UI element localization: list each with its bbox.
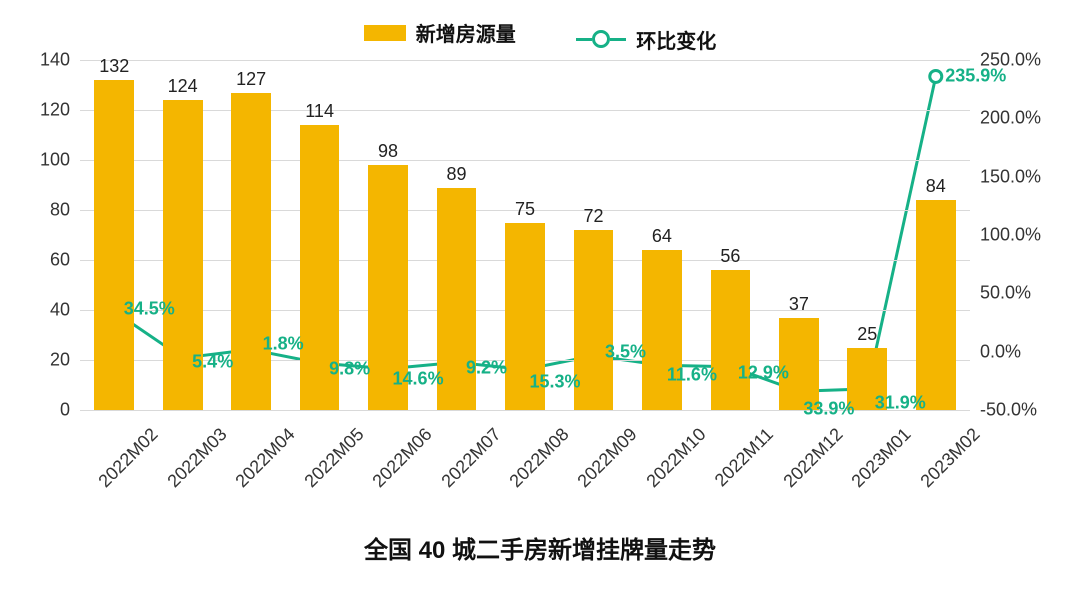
gridline	[80, 110, 970, 111]
x-tick-label: 2022M05	[300, 424, 368, 492]
line-value-label: 5.4%	[192, 351, 233, 372]
gridline	[80, 160, 970, 161]
bar	[916, 200, 956, 410]
legend-item-bar: 新增房源量	[364, 18, 516, 47]
x-tick-label: 2022M12	[779, 424, 847, 492]
y-right-tick-label: 200.0%	[980, 108, 1041, 129]
y-right-tick-label: 50.0%	[980, 283, 1031, 304]
line-value-label: 15.3%	[529, 371, 580, 392]
x-tick-label: 2022M10	[642, 424, 710, 492]
bar	[642, 250, 682, 410]
x-tick-label: 2022M03	[163, 424, 231, 492]
x-tick-label: 2022M04	[232, 424, 300, 492]
y-left-tick-label: 20	[50, 350, 70, 371]
bar-value-label: 124	[168, 76, 198, 97]
bar-value-label: 56	[720, 246, 740, 267]
line-value-label: 1.8%	[263, 333, 304, 354]
bar-value-label: 89	[447, 164, 467, 185]
line-value-label: 9.8%	[329, 359, 370, 380]
y-left-tick-label: 0	[60, 400, 70, 421]
y-left-tick-label: 140	[40, 50, 70, 71]
plot-area: 020406080100120140-50.0%0.0%50.0%100.0%1…	[80, 60, 970, 410]
bar-value-label: 64	[652, 226, 672, 247]
bar-value-label: 25	[857, 324, 877, 345]
chart-title: 全国 40 城二手房新增挂牌量走势	[0, 530, 1080, 565]
chart-container: 新增房源量 环比变化 020406080100120140-50.0%0.0%5…	[0, 0, 1080, 612]
gridline	[80, 60, 970, 61]
y-right-tick-label: 100.0%	[980, 225, 1041, 246]
y-left-tick-label: 80	[50, 200, 70, 221]
line-value-label: 3.5%	[605, 341, 646, 362]
y-right-tick-label: 150.0%	[980, 166, 1041, 187]
bar-value-label: 127	[236, 69, 266, 90]
line-value-label: 14.6%	[393, 368, 444, 389]
x-tick-label: 2022M08	[505, 424, 573, 492]
y-left-tick-label: 60	[50, 250, 70, 271]
x-tick-label: 2022M06	[369, 424, 437, 492]
bar	[231, 93, 271, 411]
bar-value-label: 98	[378, 141, 398, 162]
x-tick-label: 2022M02	[95, 424, 163, 492]
bar-value-label: 84	[926, 176, 946, 197]
legend-label-line: 环比变化	[636, 25, 716, 54]
line-value-label: 9.2%	[466, 358, 507, 379]
bar-value-label: 75	[515, 199, 535, 220]
bar-value-label: 37	[789, 294, 809, 315]
legend-swatch-line	[576, 30, 626, 48]
x-tick-label: 2023M02	[916, 424, 984, 492]
x-tick-label: 2022M09	[574, 424, 642, 492]
bar	[94, 80, 134, 410]
y-left-tick-label: 100	[40, 150, 70, 171]
y-right-tick-label: -50.0%	[980, 400, 1037, 421]
legend-swatch-bar	[364, 25, 406, 41]
line-value-label: 12.9%	[738, 362, 789, 383]
x-tick-label: 2022M11	[711, 424, 778, 491]
line-marker	[930, 70, 942, 82]
x-tick-label: 2022M07	[437, 424, 505, 492]
line-value-label: 33.9%	[803, 399, 854, 420]
y-right-tick-label: 0.0%	[980, 341, 1021, 362]
legend-item-line: 环比变化	[576, 25, 716, 54]
y-left-tick-label: 120	[40, 100, 70, 121]
bar-value-label: 132	[99, 56, 129, 77]
legend-label-bar: 新增房源量	[416, 18, 516, 47]
line-value-label: 34.5%	[124, 299, 175, 320]
line-value-label: 235.9%	[945, 66, 1006, 87]
bar-value-label: 114	[305, 101, 334, 122]
bar	[711, 270, 751, 410]
line-value-label: 31.9%	[875, 392, 926, 413]
legend: 新增房源量 环比变化	[0, 18, 1080, 54]
y-left-tick-label: 40	[50, 300, 70, 321]
x-tick-label: 2023M01	[848, 424, 916, 492]
bar-value-label: 72	[583, 206, 603, 227]
line-value-label: 11.6%	[667, 365, 717, 386]
